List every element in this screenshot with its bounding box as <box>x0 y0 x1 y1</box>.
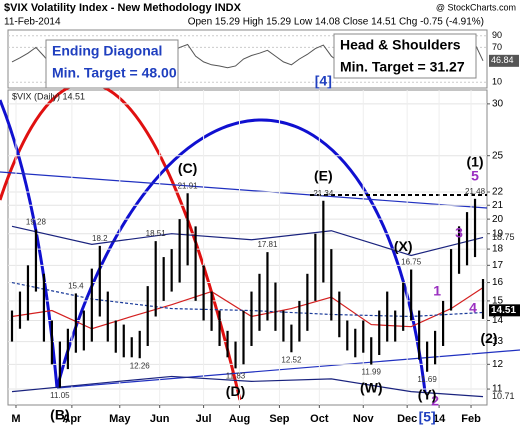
y-tick-label: 13 <box>492 336 504 347</box>
red-cycle-arc <box>0 81 242 401</box>
y-tick-label: 17 <box>492 260 504 271</box>
high-label: 21.34 <box>313 189 334 198</box>
high-label: 21.91 <box>178 181 199 190</box>
low-label: 11.05 <box>50 391 70 400</box>
x-tick-label: M <box>11 413 20 425</box>
overlay-line <box>11 225 484 257</box>
y-tick-label: 11 <box>492 384 503 395</box>
rsi-tick-label: 90 <box>492 30 502 40</box>
wave-label: (C) <box>178 160 197 176</box>
wave-label: (1) <box>466 154 483 170</box>
wave-label: (Y) <box>418 386 437 402</box>
x-tick-label: Oct <box>310 413 329 425</box>
note-text: Min. Target = 48.00 <box>52 65 177 81</box>
wave-label: (E) <box>314 167 333 183</box>
note-box <box>333 33 477 79</box>
high-label: 18.51 <box>146 229 167 238</box>
wave-label: 2 <box>431 392 439 408</box>
x-tick-label: Jun <box>150 413 170 425</box>
legend-entry: $VIX (Daily) 14.51 <box>12 91 85 101</box>
wave-label: 1 <box>433 282 441 298</box>
high-label: 18.2 <box>92 234 108 243</box>
overlay-last-label: 10.71 <box>492 391 515 401</box>
x-tick-label: Nov <box>353 413 375 425</box>
x-tick-label: May <box>109 413 131 425</box>
trend-line <box>56 349 520 389</box>
high-label: 15.4 <box>68 282 84 291</box>
rsi-last-box <box>489 54 519 67</box>
note-box <box>45 39 179 89</box>
chart-title: $VIX Volatility Index - New Methodology … <box>4 2 242 14</box>
x-tick-label: Feb <box>461 413 481 425</box>
high-label: 19.28 <box>26 218 47 227</box>
rsi-last-label: 46.84 <box>491 55 514 65</box>
wave-label: 5 <box>471 168 479 184</box>
rsi-tick-label: 70 <box>492 42 502 52</box>
high-label: 17.81 <box>257 240 278 249</box>
x-tick-label: Dec <box>397 413 417 425</box>
x-tick-label: 14 <box>433 413 446 425</box>
note-text: Head & Shoulders <box>340 37 461 53</box>
low-label: 11.83 <box>226 371 246 380</box>
wave-label: [5] <box>419 409 436 425</box>
rsi-tick-label: 10 <box>492 77 502 87</box>
quote: Open 15.29 High 15.29 Low 14.08 Close 14… <box>188 17 484 28</box>
price-panel <box>7 89 488 406</box>
overlay-last-label: 18.75 <box>492 232 515 242</box>
source: @ StockCharts.com <box>436 2 516 12</box>
y-tick-label: 15 <box>492 296 504 307</box>
low-label: 11.99 <box>362 368 382 377</box>
y-tick-label: 16 <box>492 277 504 288</box>
y-tick-label: 20 <box>492 214 504 225</box>
low-label: 11.69 <box>417 375 437 384</box>
y-tick-label: 25 <box>492 150 504 161</box>
rsi-panel <box>7 29 488 89</box>
y-tick-label: 18 <box>492 244 504 255</box>
y-tick-label: 14 <box>492 315 504 326</box>
low-label: 12.52 <box>281 355 302 364</box>
y-tick-label: 12 <box>492 359 504 370</box>
wave-label: 4 <box>469 299 477 315</box>
y-tick-label: 21 <box>492 200 504 211</box>
y-tick-label: 30 <box>492 99 504 110</box>
wave-label: (X) <box>394 238 413 254</box>
wave-label: (W) <box>360 379 383 395</box>
blue-cycle-arc <box>55 118 427 393</box>
x-tick-label: Jul <box>196 413 212 425</box>
note-text: Ending Diagonal <box>52 43 162 59</box>
high-label: 16.75 <box>401 258 422 267</box>
high-label: 21.48 <box>465 187 486 196</box>
overlay-line <box>11 375 484 398</box>
last-close-label: 14.51 <box>491 305 516 316</box>
wave-label: (2) <box>480 330 497 346</box>
y-tick-label: 19 <box>492 228 504 239</box>
date: 11-Feb-2014 <box>4 17 61 28</box>
note-text: Min. Target = 31.27 <box>340 59 465 75</box>
x-tick-label: Sep <box>269 413 289 425</box>
cycle-drawings <box>0 81 520 401</box>
wave-label: (B) <box>50 406 69 422</box>
wave-label: 3 <box>455 224 463 240</box>
x-tick-label: Apr <box>62 413 82 425</box>
y-tick-label: 22 <box>492 187 504 198</box>
wave-label: (D) <box>226 383 245 399</box>
low-label: 12.26 <box>130 361 151 370</box>
trend-line <box>0 171 488 209</box>
wave-label: [4] <box>315 73 332 89</box>
last-close-box <box>489 304 520 317</box>
x-tick-label: Aug <box>229 413 250 425</box>
